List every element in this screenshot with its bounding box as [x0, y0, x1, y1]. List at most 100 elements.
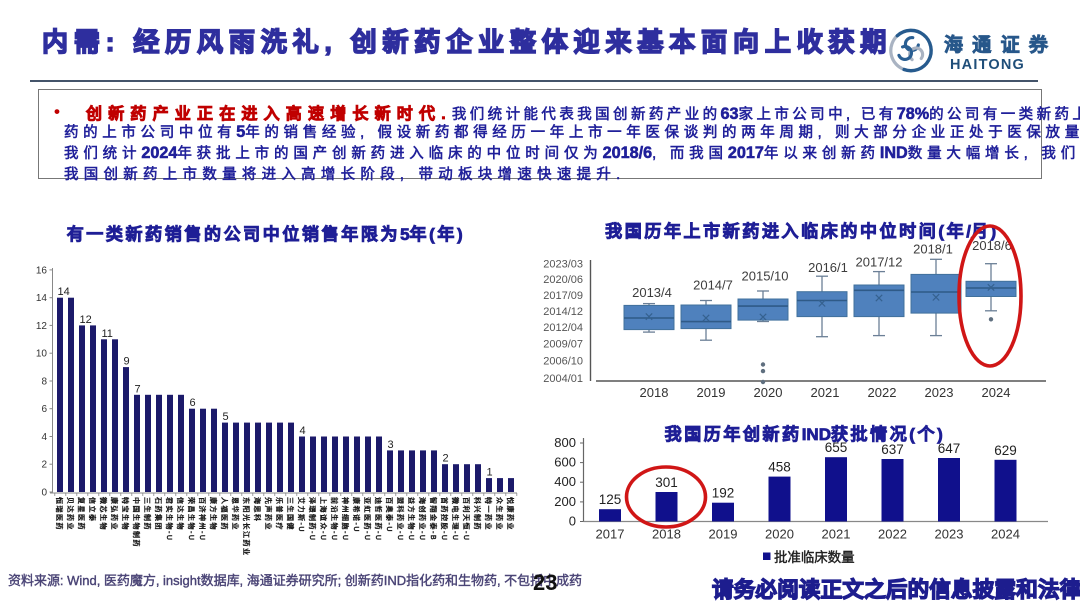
svg-text:2020: 2020 — [754, 385, 783, 400]
svg-text:2006/10: 2006/10 — [543, 355, 583, 367]
svg-text:16: 16 — [36, 265, 48, 276]
svg-text:192: 192 — [712, 486, 735, 501]
svg-text:君实生物-U: 君实生物-U — [165, 497, 174, 541]
svg-text:信立泰: 信立泰 — [88, 497, 97, 523]
svg-text:康弘药业: 康弘药业 — [110, 497, 119, 531]
svg-text:三生制药: 三生制药 — [143, 497, 152, 531]
svg-text:400: 400 — [554, 474, 576, 489]
svg-text:5: 5 — [223, 411, 229, 423]
svg-text:微电生理-U: 微电生理-U — [451, 497, 460, 541]
svg-text:科兴制药: 科兴制药 — [473, 497, 482, 531]
svg-text:4: 4 — [41, 432, 47, 443]
svg-text:2018/6: 2018/6 — [972, 238, 1012, 253]
svg-text:2: 2 — [41, 460, 47, 471]
svg-text:2016/1: 2016/1 — [808, 260, 848, 275]
svg-text:中国生物制药: 中国生物制药 — [132, 497, 141, 548]
svg-text:特一药业: 特一药业 — [484, 497, 493, 531]
svg-text:2024: 2024 — [991, 527, 1020, 542]
svg-text:悦康药业: 悦康药业 — [506, 497, 515, 531]
svg-text:4: 4 — [300, 425, 306, 437]
svg-text:东阳光长江药业: 东阳光长江药业 — [242, 497, 251, 557]
svg-text:恩华药业: 恩华药业 — [231, 497, 240, 531]
svg-text:12: 12 — [80, 314, 92, 326]
svg-text:800: 800 — [554, 435, 576, 450]
svg-text:百利天恒-U: 百利天恒-U — [462, 497, 471, 541]
svg-text:2022: 2022 — [878, 527, 907, 542]
svg-text:2020/06: 2020/06 — [543, 274, 583, 286]
svg-text:3: 3 — [388, 439, 394, 451]
svg-text:首药控股-U: 首药控股-U — [440, 497, 449, 541]
svg-text:637: 637 — [881, 442, 904, 457]
svg-text:125: 125 — [599, 492, 622, 507]
svg-text:2017/09: 2017/09 — [543, 290, 583, 302]
svg-text:655: 655 — [825, 440, 848, 455]
svg-text:200: 200 — [554, 494, 576, 509]
svg-text:6: 6 — [190, 397, 196, 409]
svg-text:三生国健: 三生国健 — [286, 497, 295, 531]
svg-text:2: 2 — [443, 453, 449, 465]
svg-text:微芯生物: 微芯生物 — [99, 497, 108, 531]
svg-text:亚虹医药-U: 亚虹医药-U — [363, 497, 372, 541]
svg-text:2004/01: 2004/01 — [543, 373, 583, 385]
svg-text:458: 458 — [768, 460, 791, 475]
svg-text:2015/10: 2015/10 — [742, 269, 789, 284]
svg-text:前沿生物-U: 前沿生物-U — [330, 497, 339, 541]
svg-text:10: 10 — [36, 349, 48, 360]
svg-text:647: 647 — [938, 441, 961, 456]
svg-text:荣昌生物-U: 荣昌生物-U — [187, 497, 196, 541]
svg-text:先声药业: 先声药业 — [264, 497, 273, 531]
svg-text:众生药业: 众生药业 — [495, 497, 504, 531]
svg-text:1: 1 — [487, 467, 493, 479]
svg-text:恒瑞医药: 恒瑞医药 — [55, 497, 64, 531]
svg-text:2023: 2023 — [925, 385, 954, 400]
svg-text:2023/03: 2023/03 — [543, 258, 583, 270]
svg-text:600: 600 — [554, 455, 576, 470]
svg-text:2019: 2019 — [709, 527, 738, 542]
svg-text:2009/07: 2009/07 — [543, 339, 583, 351]
svg-text:乐普医疗: 乐普医疗 — [275, 497, 284, 531]
svg-text:12: 12 — [36, 321, 48, 332]
svg-text:301: 301 — [655, 475, 678, 490]
svg-text:2017: 2017 — [596, 527, 625, 542]
svg-text:百济神州-U: 百济神州-U — [198, 497, 207, 541]
svg-text:11: 11 — [102, 328, 113, 340]
svg-text:迪哲医药-U: 迪哲医药-U — [374, 497, 383, 541]
svg-text:2022: 2022 — [868, 385, 897, 400]
svg-text:2019: 2019 — [697, 385, 726, 400]
svg-text:神州细胞-U: 神州细胞-U — [341, 497, 350, 541]
svg-text:6: 6 — [41, 404, 47, 415]
svg-text:泽璟制药-U: 泽璟制药-U — [308, 497, 317, 541]
svg-text:上海谊众-U: 上海谊众-U — [319, 497, 328, 541]
svg-text:2018/1: 2018/1 — [913, 241, 953, 256]
svg-text:信达生物: 信达生物 — [176, 497, 185, 531]
svg-text:百奥泰-U: 百奥泰-U — [385, 497, 394, 533]
svg-text:9: 9 — [124, 356, 130, 368]
svg-text:益方生物-U: 益方生物-U — [407, 497, 416, 541]
svg-text:7: 7 — [135, 383, 141, 395]
svg-text:海思科: 海思科 — [253, 497, 262, 523]
svg-text:14: 14 — [58, 286, 70, 298]
svg-text:2024: 2024 — [982, 385, 1011, 400]
svg-text:HAITONG: HAITONG — [950, 57, 1025, 73]
svg-text:0: 0 — [569, 514, 576, 529]
svg-text:2017/12: 2017/12 — [856, 255, 903, 270]
svg-text:14: 14 — [36, 293, 48, 304]
svg-text:2012/04: 2012/04 — [543, 322, 583, 334]
svg-text:康方生物: 康方生物 — [209, 497, 218, 531]
svg-text:艾力斯-U: 艾力斯-U — [297, 497, 306, 533]
svg-text:0: 0 — [41, 488, 47, 499]
svg-text:2014/12: 2014/12 — [543, 306, 583, 318]
svg-text:2023: 2023 — [935, 527, 964, 542]
svg-text:2013/4: 2013/4 — [632, 285, 672, 300]
svg-text:康希诺-U: 康希诺-U — [352, 497, 361, 533]
svg-text:贝达药业: 贝达药业 — [66, 497, 75, 531]
svg-text:批准临床数量: 批准临床数量 — [774, 550, 855, 565]
svg-text:2021: 2021 — [822, 527, 851, 542]
svg-text:人福医药: 人福医药 — [220, 497, 229, 531]
svg-text:2014/7: 2014/7 — [693, 278, 733, 293]
svg-text:特宝生物: 特宝生物 — [121, 497, 130, 531]
svg-text:复星医药: 复星医药 — [77, 497, 86, 531]
svg-text:智翔金泰-B: 智翔金泰-B — [429, 497, 438, 541]
svg-text:2020: 2020 — [765, 527, 794, 542]
svg-text:海创药业-U: 海创药业-U — [418, 497, 427, 541]
